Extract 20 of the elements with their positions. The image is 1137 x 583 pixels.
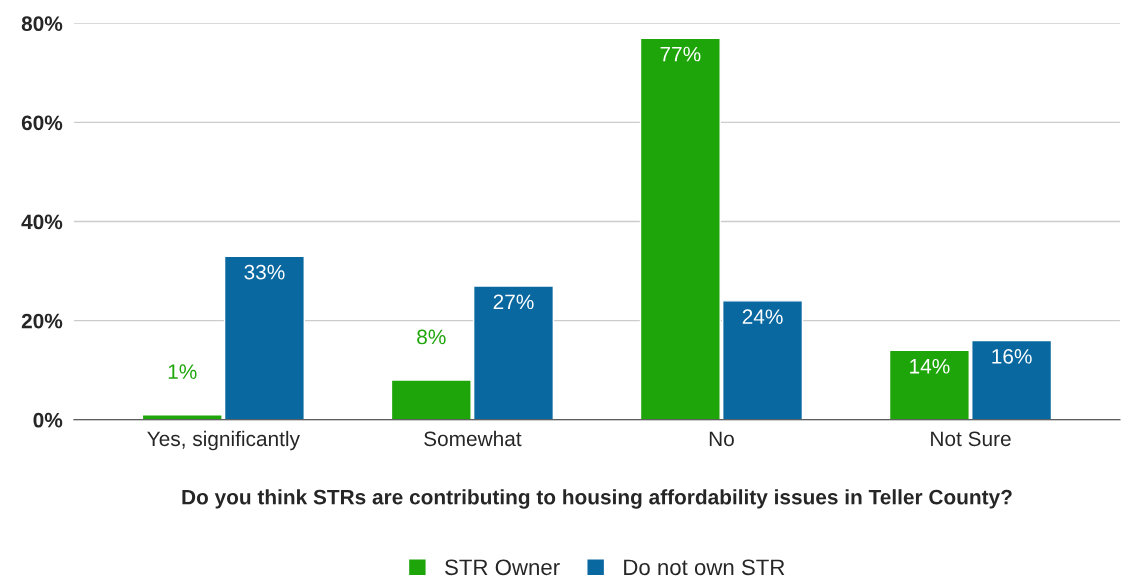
- x-tick-label: No: [709, 431, 734, 447]
- x-tick-label: Not Sure: [931, 431, 1011, 447]
- data-label: 33%: [244, 264, 285, 280]
- data-label: 16%: [992, 348, 1032, 364]
- legend-label: Do not own STR: [624, 559, 785, 576]
- data-label: 27%: [493, 294, 534, 310]
- x-axis-title: Do you think STRs are contributing to housing affordability issues in Teller County?: [182, 489, 1012, 509]
- data-label: 77%: [660, 46, 701, 62]
- data-label: 8%: [417, 329, 446, 345]
- x-tick-label: Somewhat: [424, 430, 522, 447]
- y-tick-label: 0%: [33, 412, 63, 428]
- legend-label: STR Owner: [445, 559, 560, 576]
- x-tick-label: Yes, significantly: [147, 430, 300, 451]
- data-label: 14%: [910, 358, 950, 374]
- data-label: 24%: [742, 309, 783, 324]
- y-tick-label: 20%: [21, 313, 63, 329]
- y-tick-label: 60%: [21, 115, 63, 131]
- y-tick-label: 80%: [21, 16, 63, 32]
- y-tick-label: 40%: [21, 214, 63, 230]
- data-label: 1%: [168, 364, 197, 379]
